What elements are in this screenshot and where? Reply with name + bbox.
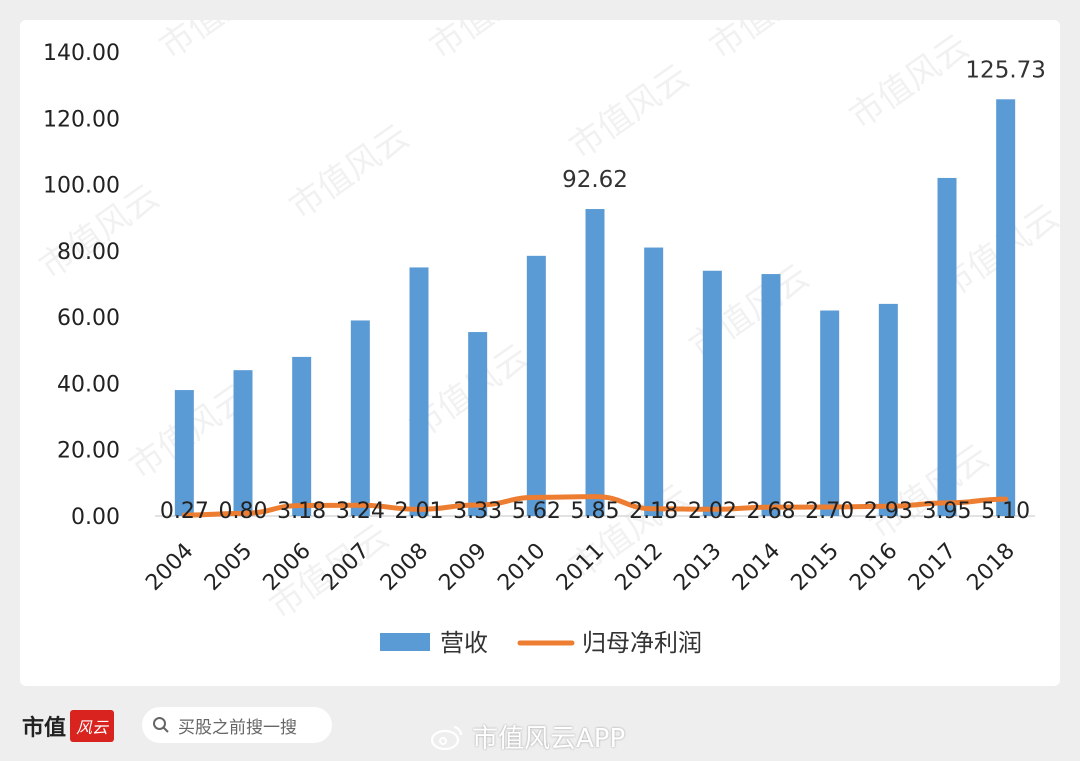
chart-card: 市值风云市值风云市值风云市值风云市值风云市值风云市值风云市值风云市值风云市值风云… bbox=[20, 20, 1060, 686]
y-tick-label: 40.00 bbox=[57, 372, 120, 397]
watermark-text: 市值风云 bbox=[682, 257, 816, 368]
line-data-label: 0.27 bbox=[160, 499, 209, 524]
watermark-text: 市值风云 bbox=[282, 117, 416, 228]
legend-swatch-revenue bbox=[380, 633, 430, 651]
bar-2012 bbox=[644, 247, 664, 517]
watermark-text: 市值风云 bbox=[702, 20, 836, 67]
y-tick-label: 80.00 bbox=[57, 240, 120, 265]
line-data-label: 5.62 bbox=[512, 499, 561, 524]
line-data-label: 3.24 bbox=[336, 499, 385, 524]
x-tick-label: 2018 bbox=[963, 539, 1020, 596]
bar-2011 bbox=[585, 209, 605, 516]
x-tick-label: 2013 bbox=[669, 539, 726, 596]
line-data-label: 5.85 bbox=[571, 499, 620, 524]
y-tick-label: 60.00 bbox=[57, 306, 120, 331]
y-tick-label: 140.00 bbox=[43, 41, 120, 66]
x-tick-label: 2004 bbox=[141, 539, 198, 596]
y-tick-label: 120.00 bbox=[43, 107, 120, 132]
bar-2013 bbox=[702, 270, 722, 516]
brand-logo: 市值 风云 bbox=[22, 708, 115, 744]
x-tick-label: 2010 bbox=[493, 539, 550, 596]
line-data-label: 3.95 bbox=[923, 499, 972, 524]
line-data-label: 0.80 bbox=[219, 499, 268, 524]
x-tick-label: 2015 bbox=[787, 539, 844, 596]
line-data-label: 2.18 bbox=[629, 499, 678, 524]
search-icon bbox=[153, 717, 169, 733]
line-data-label: 2.70 bbox=[805, 499, 854, 524]
search-input[interactable]: 买股之前搜一搜 bbox=[142, 707, 332, 743]
x-tick-label: 2016 bbox=[845, 539, 902, 596]
bar-data-label: 125.73 bbox=[965, 57, 1045, 83]
bar-2017 bbox=[937, 177, 957, 516]
watermark-text: 市值风云 bbox=[422, 20, 556, 67]
legend-label-revenue: 营收 bbox=[440, 629, 488, 657]
watermark-text: 市值风云 bbox=[152, 20, 286, 67]
line-data-label: 2.01 bbox=[395, 499, 444, 524]
watermark-text: 市值风云 bbox=[842, 27, 976, 138]
bar-2007 bbox=[350, 320, 370, 516]
x-tick-label: 2005 bbox=[200, 539, 257, 596]
brand-text: 市值 bbox=[22, 716, 67, 741]
line-data-label: 5.10 bbox=[981, 499, 1030, 524]
bar-2004 bbox=[174, 390, 194, 516]
weibo-icon bbox=[430, 725, 463, 750]
x-tick-label: 2009 bbox=[435, 539, 492, 596]
brand-seal: 风云 bbox=[70, 710, 115, 742]
profit-line bbox=[181, 494, 1009, 518]
search-placeholder: 买股之前搜一搜 bbox=[178, 717, 297, 738]
y-tick-label: 100.00 bbox=[43, 174, 120, 199]
x-tick-label: 2014 bbox=[728, 539, 785, 596]
bar-2016 bbox=[878, 303, 898, 516]
bar-2008 bbox=[409, 267, 429, 516]
bar-2005 bbox=[233, 370, 253, 516]
bar-data-label: 92.62 bbox=[562, 167, 628, 193]
line-data-label: 2.93 bbox=[864, 499, 913, 524]
legend-label-profit: 归母净利润 bbox=[582, 629, 702, 657]
y-tick-label: 20.00 bbox=[57, 439, 120, 464]
bar-2006 bbox=[292, 356, 312, 516]
bar-2010 bbox=[526, 255, 546, 517]
line-data-label: 3.33 bbox=[453, 499, 502, 524]
bar-2018 bbox=[996, 99, 1016, 516]
line-data-label: 2.02 bbox=[688, 499, 737, 524]
line-data-label: 2.68 bbox=[747, 499, 796, 524]
watermark-text: 市值风云 bbox=[562, 57, 696, 168]
bar-2014 bbox=[761, 274, 781, 516]
line-data-label: 3.18 bbox=[277, 499, 326, 524]
weibo-text: 市值风云APP bbox=[472, 724, 626, 754]
y-tick-label: 0.00 bbox=[71, 505, 120, 530]
bar-2009 bbox=[468, 332, 488, 516]
x-tick-label: 2017 bbox=[904, 539, 961, 596]
chart: 市值风云市值风云市值风云市值风云市值风云市值风云市值风云市值风云市值风云市值风云… bbox=[32, 20, 1060, 657]
bar-2015 bbox=[820, 310, 840, 516]
weibo-tag: 市值风云APP bbox=[430, 718, 625, 755]
